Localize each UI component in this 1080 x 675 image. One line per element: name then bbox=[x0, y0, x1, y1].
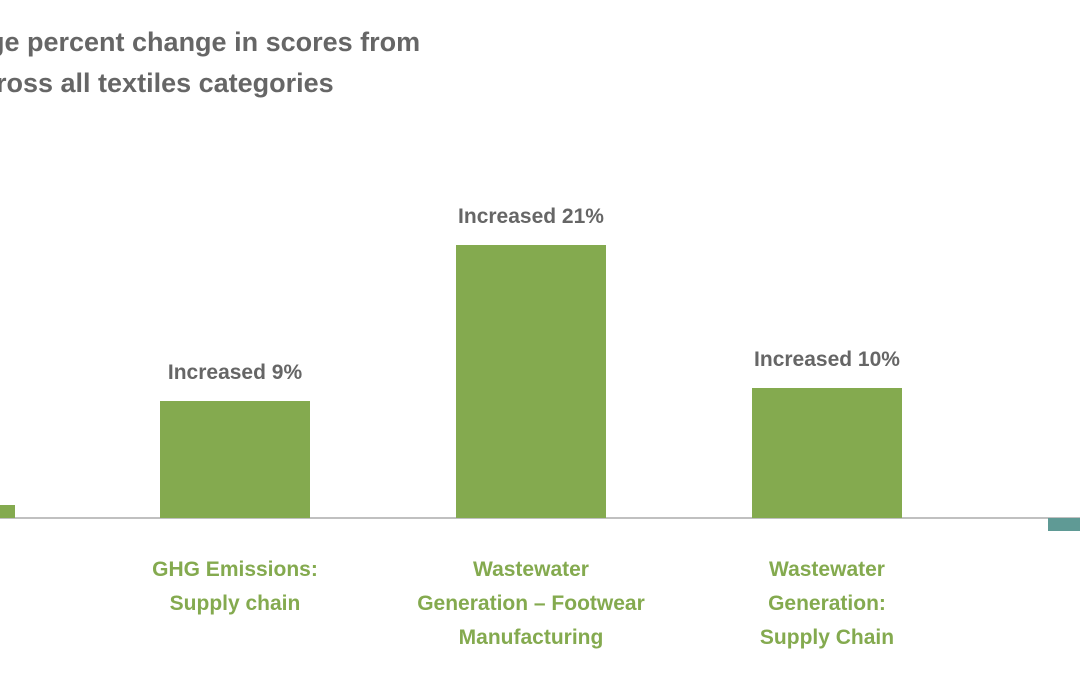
bar-0 bbox=[0, 505, 15, 518]
bar-2 bbox=[456, 245, 606, 518]
chart-title: ge percent change in scores from ross al… bbox=[0, 22, 540, 102]
category-label-2-line-0: Wastewater bbox=[473, 558, 589, 581]
chart-title-line-2: ross all textiles categories bbox=[0, 68, 334, 98]
bar-3 bbox=[752, 388, 902, 518]
data-label-3: Increased 10% bbox=[754, 348, 900, 371]
category-label-2-line-1: Generation – Footwear bbox=[417, 592, 645, 615]
category-label-3-line-1: Generation: bbox=[768, 592, 886, 615]
category-label-2-line-2: Manufacturing bbox=[459, 626, 604, 649]
category-label-3-line-2: Supply Chain bbox=[760, 626, 894, 649]
bar-1 bbox=[160, 401, 310, 518]
category-label-3-line-0: Wastewater bbox=[769, 558, 885, 581]
data-label-2: Increased 21% bbox=[458, 205, 604, 228]
category-label-1-line-1: Supply chain bbox=[170, 592, 301, 615]
category-label-1-line-0: GHG Emissions: bbox=[152, 558, 318, 581]
bar-4 bbox=[1048, 518, 1080, 531]
chart-title-line-1: ge percent change in scores from bbox=[0, 27, 421, 57]
data-label-1: Increased 9% bbox=[168, 361, 303, 384]
